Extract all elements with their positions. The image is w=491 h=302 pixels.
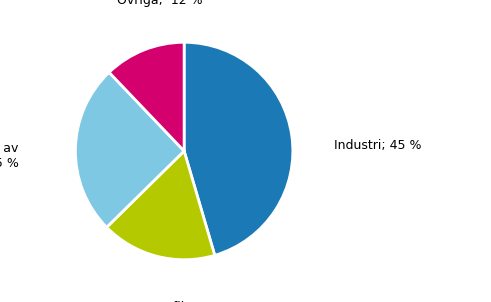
Text: Trafik;  17 %: Trafik; 17 %	[154, 301, 232, 302]
Wedge shape	[76, 72, 184, 227]
Wedge shape	[109, 42, 184, 151]
Wedge shape	[184, 42, 293, 255]
Text: Industri; 45 %: Industri; 45 %	[334, 139, 422, 152]
Wedge shape	[107, 151, 215, 260]
Text: Uppvärmning  av
byggnader; 25 %: Uppvärmning av byggnader; 25 %	[0, 143, 19, 170]
Text: Övriga;  12 %: Övriga; 12 %	[117, 0, 203, 8]
